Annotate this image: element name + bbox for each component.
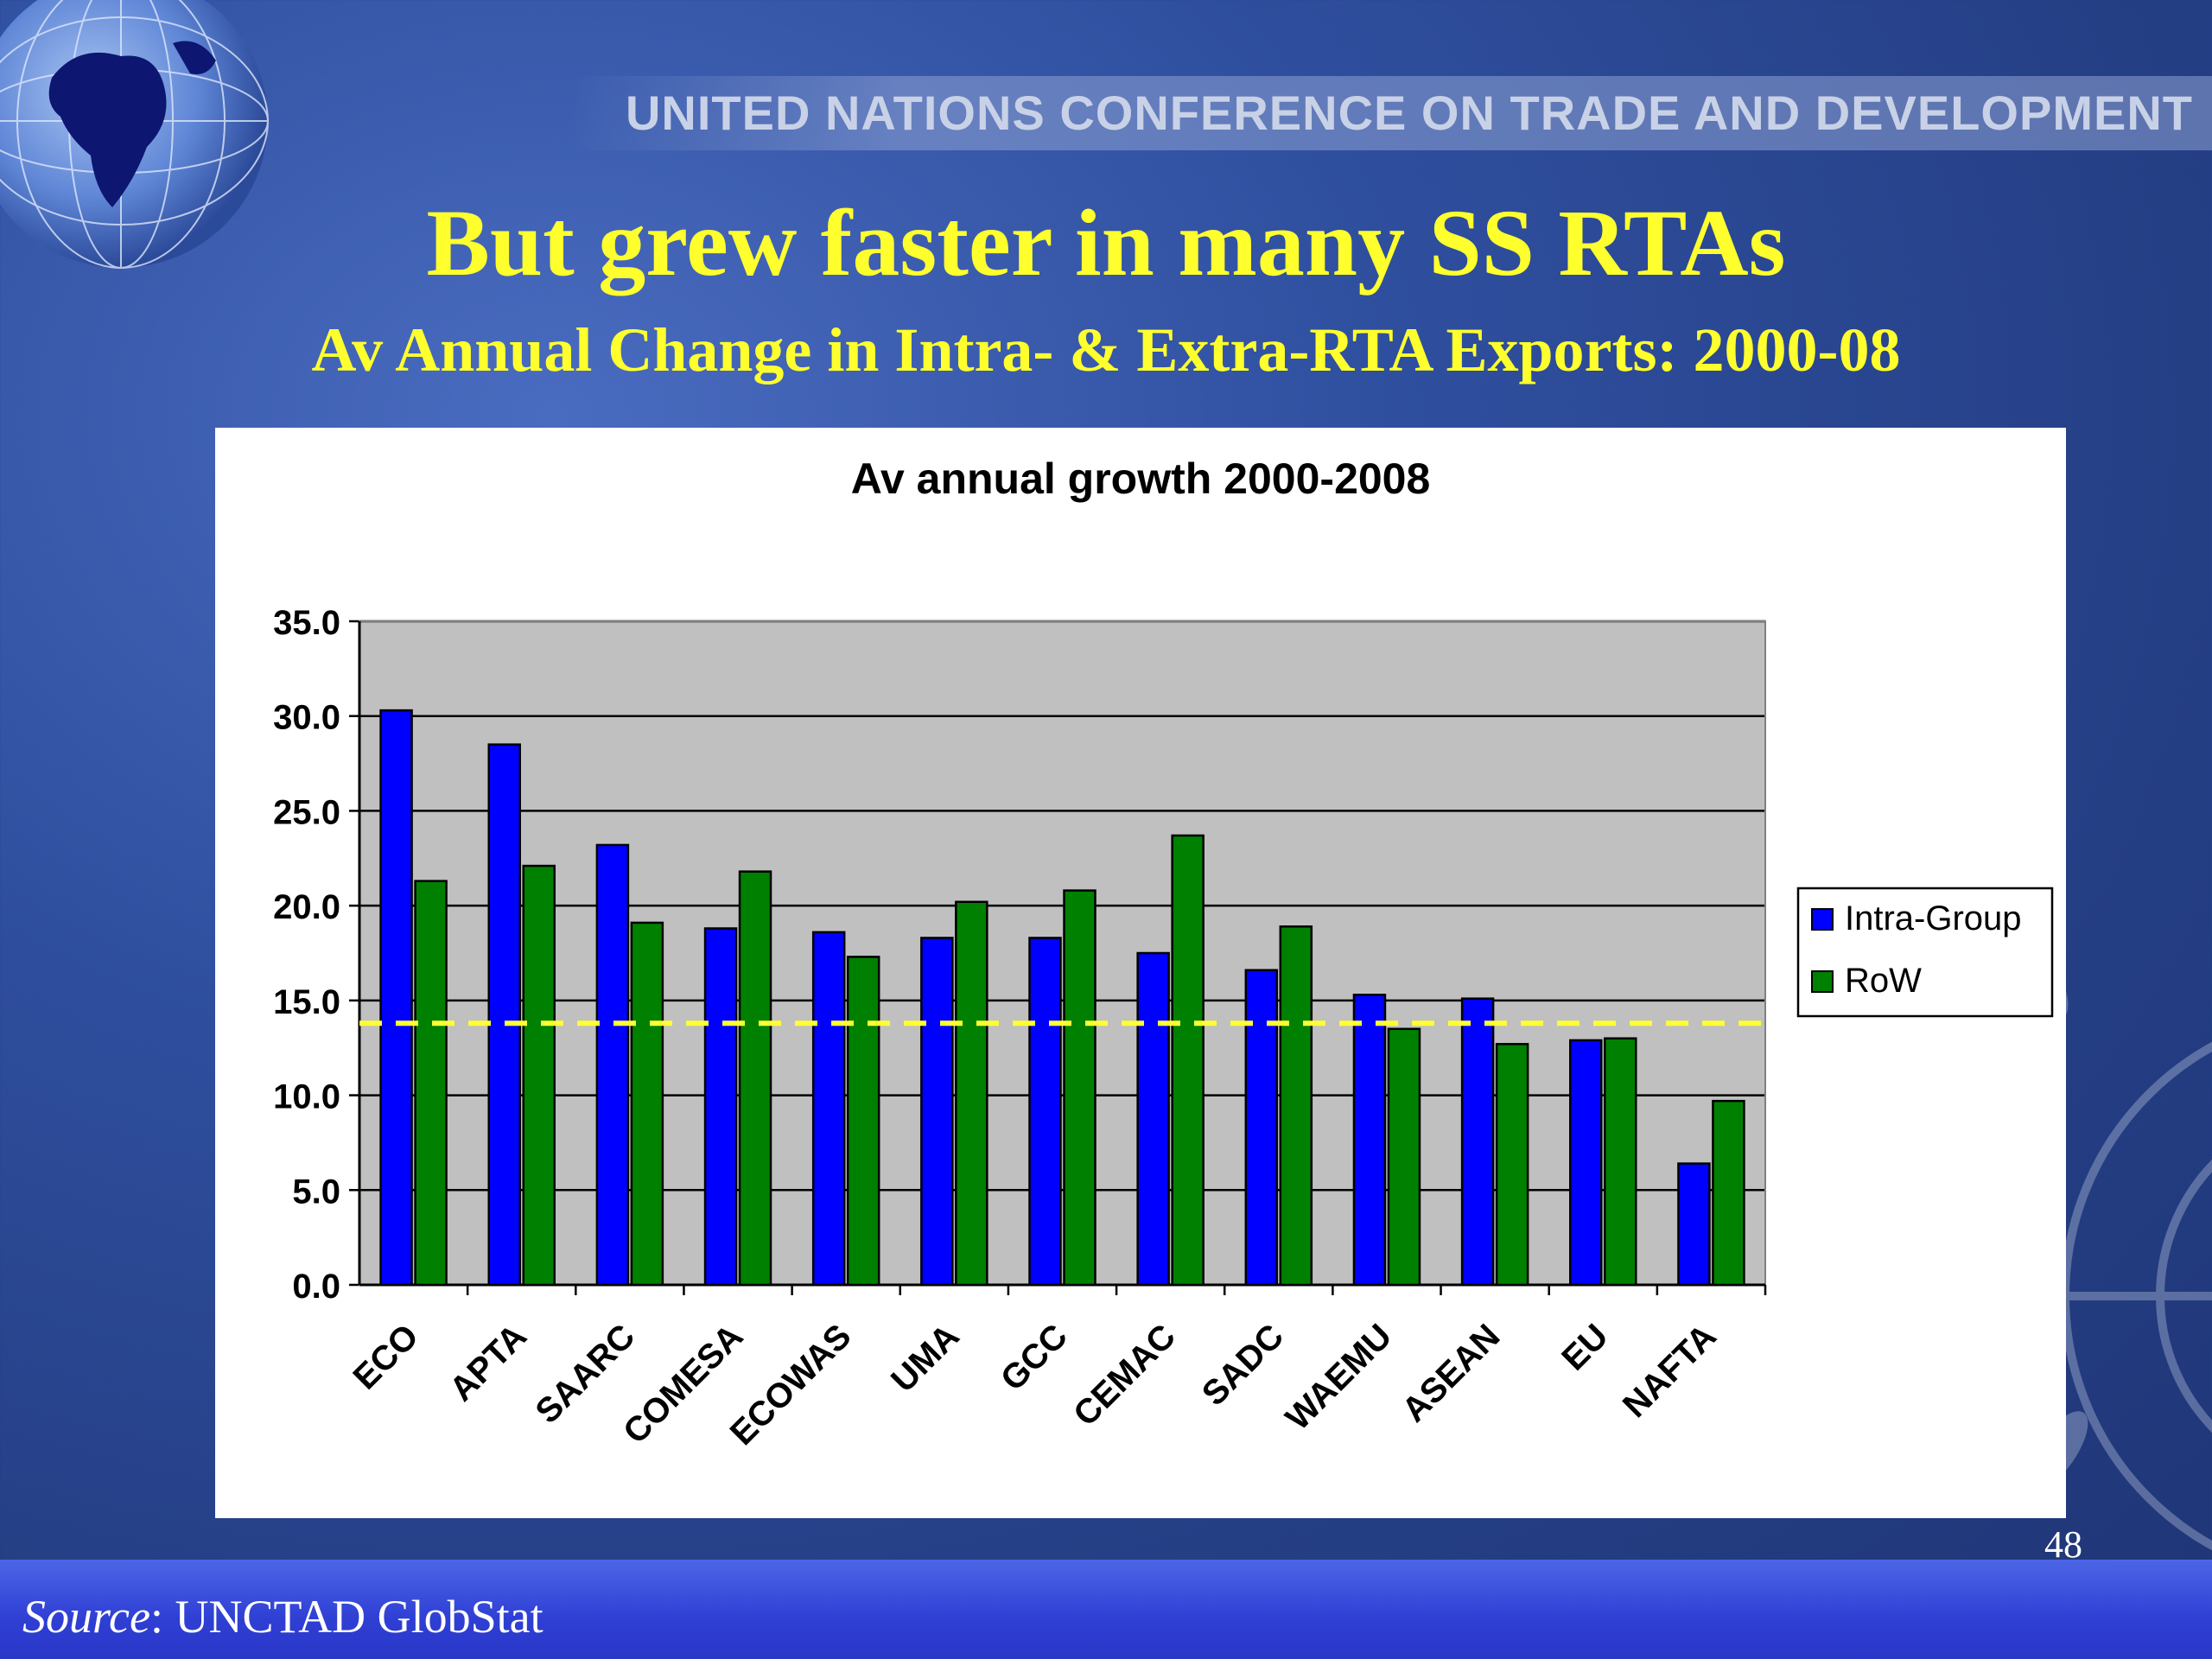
y-tick-label: 35.0 <box>273 604 340 642</box>
y-tick-label: 10.0 <box>273 1078 340 1116</box>
y-tick-label: 25.0 <box>273 793 340 831</box>
x-tick-label: SADC <box>1195 1317 1291 1413</box>
bar-intra-group-cemac <box>1136 951 1170 1287</box>
source-label: Source <box>22 1591 150 1643</box>
y-tick-label: 5.0 <box>292 1173 340 1211</box>
bar-intra-group-nafta <box>1677 1162 1711 1287</box>
legend-box <box>1796 887 2054 1018</box>
x-tick-label: SAARC <box>529 1317 643 1431</box>
y-tick-label: 20.0 <box>273 888 340 926</box>
bar-intra-group-waemu <box>1352 994 1387 1287</box>
plot-area <box>359 621 1765 1285</box>
bar-intra-group-comesa <box>703 927 738 1287</box>
bar-row-ecowas <box>846 956 880 1287</box>
bar-row-gcc <box>1063 889 1096 1287</box>
legend-label-row: RoW <box>1845 962 1922 1000</box>
bar-row-apta <box>522 864 556 1287</box>
x-tick-label: UMA <box>884 1317 967 1400</box>
y-tick-label: 15.0 <box>273 983 340 1021</box>
bar-chart: Av annual growth 2000-2008 0.0 5.0 10.0 15.… <box>273 454 2054 1452</box>
x-tick-label: ASEAN <box>1395 1317 1507 1429</box>
globe-icon <box>0 0 269 269</box>
legend-swatch-intra-group <box>1811 908 1834 931</box>
bar-intra-group-eu <box>1569 1039 1603 1287</box>
x-tick-label: WAEMU <box>1279 1317 1400 1438</box>
y-tick-label: 0.0 <box>292 1268 340 1306</box>
bar-row-eu <box>1604 1037 1637 1287</box>
bar-intra-group-gcc <box>1028 937 1062 1287</box>
legend-swatch-row <box>1811 970 1834 993</box>
bar-intra-group-sadc <box>1244 969 1279 1287</box>
bar-row-comesa <box>738 870 772 1287</box>
bar-row-cemac <box>1171 834 1205 1287</box>
bar-intra-group-apta <box>487 743 521 1287</box>
bar-row-eco <box>414 880 448 1287</box>
bar-intra-group-asean <box>1460 997 1495 1287</box>
x-tick-label: GCC <box>994 1317 1075 1398</box>
footer-bar <box>0 1560 2212 1659</box>
bar-row-uma <box>955 900 988 1287</box>
bar-row-waemu <box>1387 1027 1421 1287</box>
legend-label-intra-group: Intra-Group <box>1845 899 2022 938</box>
bar-intra-group-uma <box>920 937 954 1287</box>
x-tick-label: ECO <box>346 1317 426 1396</box>
chart-panel: Av annual growth 2000-2008 0.0 5.0 10.0 15.… <box>215 428 2066 1518</box>
bar-intra-group-eco <box>379 709 413 1287</box>
x-tick-label: NAFTA <box>1616 1317 1724 1425</box>
x-tick-label: APTA <box>442 1317 534 1408</box>
organization-name: UNITED NATIONS CONFERENCE ON TRADE AND D… <box>625 86 2193 140</box>
page-number: 48 <box>2044 1523 2082 1566</box>
bar-row-nafta <box>1712 1099 1745 1287</box>
slide-subtitle: Av Annual Change in Intra- & Extra-RTA E… <box>311 315 1901 385</box>
bar-intra-group-ecowas <box>811 931 846 1287</box>
source-note: Source: UNCTAD GlobStat <box>22 1590 543 1643</box>
bar-intra-group-saarc <box>595 843 630 1287</box>
bar-row-saarc <box>630 921 664 1287</box>
x-tick-label: EU <box>1554 1317 1615 1377</box>
bar-row-sadc <box>1279 925 1313 1287</box>
header-band <box>570 76 2212 150</box>
bar-row-asean <box>1495 1043 1529 1287</box>
slide-title: But grew faster in many SS RTAs <box>426 190 1786 296</box>
chart-title: Av annual growth 2000-2008 <box>851 454 1431 503</box>
source-text: : UNCTAD GlobStat <box>149 1591 543 1643</box>
x-tick-label: CEMAC <box>1066 1317 1183 1433</box>
y-tick-label: 30.0 <box>273 699 340 737</box>
